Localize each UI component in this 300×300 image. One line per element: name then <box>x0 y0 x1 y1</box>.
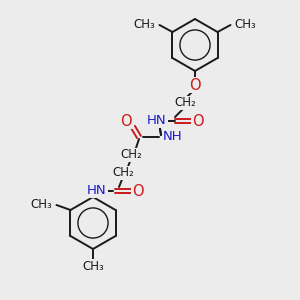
Text: CH₃: CH₃ <box>235 17 256 31</box>
Text: CH₃: CH₃ <box>31 199 52 212</box>
Text: CH₂: CH₂ <box>120 148 142 161</box>
Text: HN: HN <box>87 184 107 197</box>
Text: NH: NH <box>163 130 183 143</box>
Text: O: O <box>189 77 201 92</box>
Text: CH₂: CH₂ <box>174 97 196 110</box>
Text: O: O <box>192 113 204 128</box>
Text: CH₂: CH₂ <box>112 167 134 179</box>
Text: O: O <box>120 113 132 128</box>
Text: CH₃: CH₃ <box>82 260 104 272</box>
Text: HN: HN <box>147 115 167 128</box>
Text: O: O <box>132 184 144 199</box>
Text: CH₃: CH₃ <box>134 17 155 31</box>
